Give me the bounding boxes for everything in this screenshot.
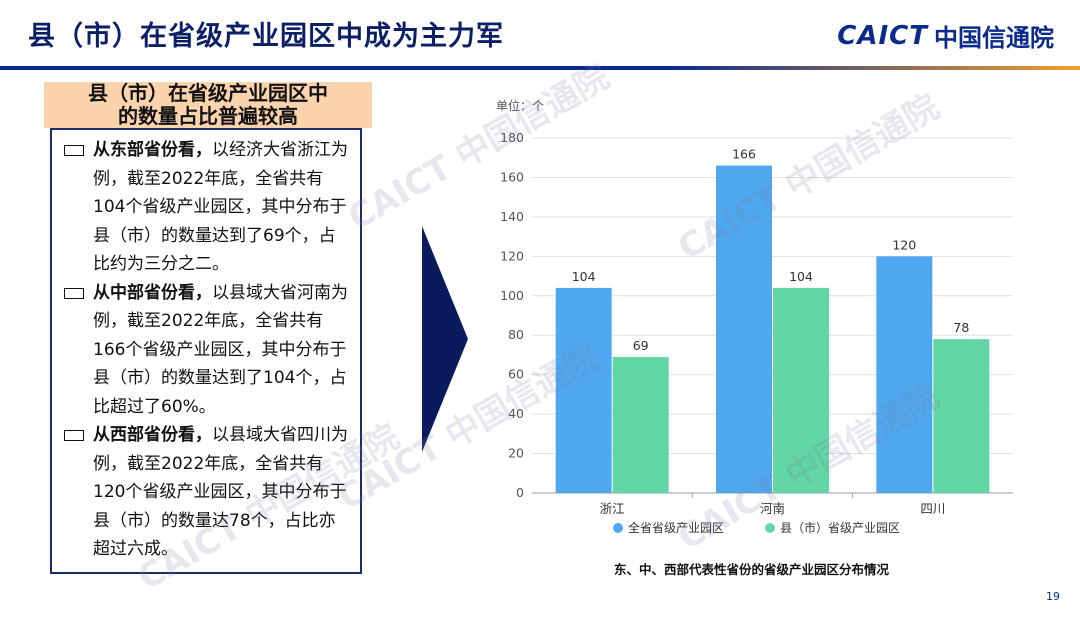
bar	[555, 287, 612, 493]
list-item: 从西部省份看，以县域大省四川为例，截至2022年底，全省共有120个省级产业园区…	[64, 421, 350, 564]
y-unit-label: 单位：个	[496, 98, 544, 113]
bar	[773, 287, 829, 493]
right-arrow-icon	[422, 226, 468, 452]
checkbox-bullet-icon	[64, 145, 84, 156]
y-tick-label: 20	[508, 446, 524, 461]
y-tick-label: 180	[500, 130, 524, 145]
chart-caption: 东、中、西部代表性省份的省级产业园区分布情况	[614, 562, 890, 577]
data-label: 120	[892, 237, 916, 252]
list-item-body: 以经济大省浙江为例，截至2022年底，全省共有104个省级产业园区，其中分布于县…	[93, 140, 348, 274]
data-label: 104	[789, 269, 813, 284]
data-label: 104	[572, 269, 596, 284]
bar	[716, 165, 772, 493]
brand-latin: CAICT	[837, 20, 928, 51]
brand-cn: 中国信通院	[934, 24, 1054, 52]
y-tick-label: 160	[500, 169, 524, 184]
list-item-body: 以县域大省河南为例，截至2022年底，全省共有166个省级产业园区，其中分布于县…	[93, 282, 348, 417]
y-tick-label: 40	[508, 406, 524, 421]
list-item: 从中部省份看，以县域大省河南为例，截至2022年底，全省共有166个省级产业园区…	[64, 279, 350, 422]
header-divider	[0, 66, 1080, 70]
list-item-bold: 从中部省份看，	[93, 282, 212, 303]
legend-label: 县（市）省级产业园区	[780, 520, 900, 535]
bar	[612, 356, 669, 493]
checkbox-bullet-icon	[64, 287, 84, 299]
list-item-bold: 从东部省份看，	[93, 140, 212, 160]
list-item-bold: 从西部省份看，	[93, 425, 212, 445]
panel-heading: 县（市）在省级产业园区中 的数量占比普遍较高	[44, 82, 372, 128]
x-tick-label: 浙江	[600, 501, 625, 516]
y-tick-label: 140	[500, 209, 524, 224]
bar	[876, 256, 933, 493]
legend-label: 全省省级产业园区	[628, 520, 724, 535]
page-title: 县（市）在省级产业园区中成为主力军	[28, 21, 504, 52]
y-tick-label: 60	[508, 367, 524, 382]
data-label: 69	[633, 338, 649, 353]
legend-marker-icon	[765, 523, 775, 533]
text-panel: 从东部省份看，以经济大省浙江为例，截至2022年底，全省共有104个省级产业园区…	[50, 128, 362, 574]
checkbox-bullet-icon	[64, 430, 84, 441]
list-item-text: 从东部省份看，以经济大省浙江为例，截至2022年底，全省共有104个省级产业园区…	[93, 136, 350, 279]
page-number: 19	[1046, 590, 1060, 603]
y-tick-label: 80	[508, 327, 524, 342]
list-item-text: 从西部省份看，以县域大省四川为例，截至2022年底，全省共有120个省级产业园区…	[93, 421, 350, 564]
brand-logo: CAICT 中国信通院	[837, 18, 1054, 53]
list-item: 从东部省份看，以经济大省浙江为例，截至2022年底，全省共有104个省级产业园区…	[64, 136, 350, 279]
legend-marker-icon	[613, 523, 623, 533]
panel-heading-line1: 县（市）在省级产业园区中	[88, 81, 328, 105]
bar	[933, 339, 990, 493]
bar-chart: 单位：个 0 20 40 60 80 100 120 140 160 180 浙江 104 69 河南 166…	[496, 98, 1013, 535]
list-item-body: 以县域大省四川为例，截至2022年底，全省共有120个省级产业园区，其中分布于县…	[93, 425, 348, 559]
x-tick-label: 河南	[760, 501, 785, 516]
y-tick-label: 120	[500, 248, 524, 263]
data-label: 166	[732, 147, 756, 162]
y-tick-label: 100	[500, 288, 524, 303]
list-item-text: 从中部省份看，以县域大省河南为例，截至2022年底，全省共有166个省级产业园区…	[93, 279, 350, 422]
x-tick-label: 四川	[920, 501, 945, 516]
data-label: 78	[953, 320, 969, 335]
panel-heading-line2: 的数量占比普遍较高	[118, 104, 298, 128]
y-tick-label: 0	[516, 485, 524, 500]
